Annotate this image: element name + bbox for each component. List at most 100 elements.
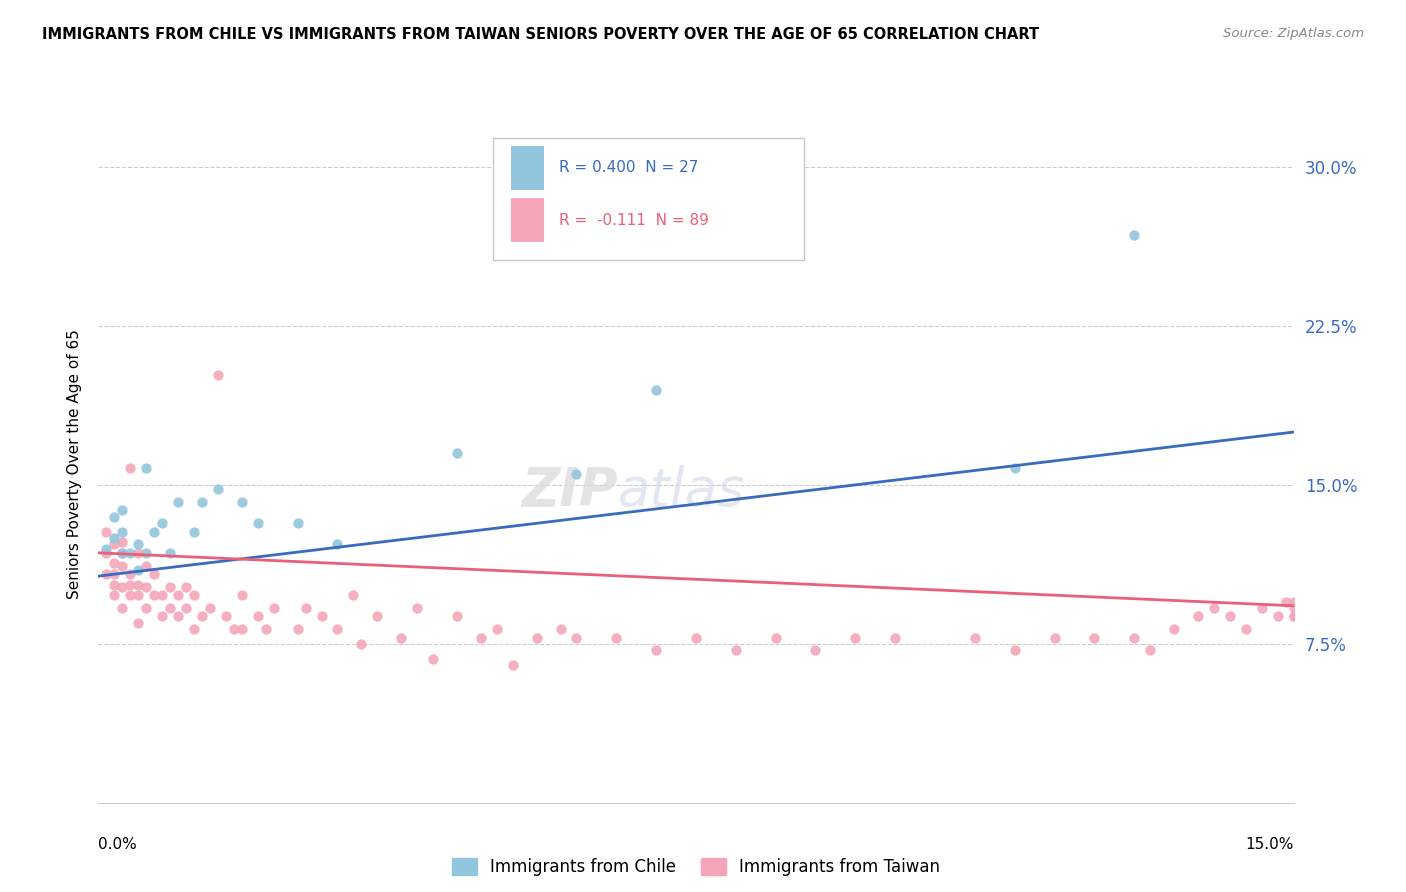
Point (120, 546, 142, 560)
Point (111, 546, 134, 560)
Point (287, 622, 309, 636)
Point (150, 588, 173, 602)
Point (294, 601, 316, 615)
Point (183, 588, 205, 602)
Point (159, 601, 181, 615)
Point (191, 609, 214, 624)
Point (174, 601, 197, 615)
Point (1282, 609, 1305, 624)
Point (1163, 622, 1185, 636)
Point (422, 651, 444, 665)
Point (127, 537, 149, 551)
Point (963, 631, 986, 645)
Y-axis label: Seniors Poverty Over the Age of 65: Seniors Poverty Over the Age of 65 (66, 329, 82, 599)
Point (135, 461, 157, 475)
Point (183, 524, 205, 539)
Point (135, 558, 157, 573)
Point (263, 601, 285, 615)
Point (135, 546, 157, 560)
Point (366, 609, 388, 624)
Text: 15.0%: 15.0% (1246, 837, 1294, 852)
Point (326, 537, 349, 551)
Point (143, 588, 166, 602)
Point (565, 467, 588, 482)
Point (222, 622, 245, 636)
Point (103, 577, 125, 591)
Point (287, 516, 309, 530)
Point (111, 546, 134, 560)
Point (103, 567, 125, 582)
Point (1123, 227, 1146, 242)
Point (605, 631, 627, 645)
Text: ZIP: ZIP (522, 465, 619, 517)
Point (96, 567, 118, 582)
Point (127, 588, 149, 602)
Point (1274, 594, 1296, 608)
Point (96, 546, 118, 560)
Point (167, 495, 190, 509)
Point (485, 622, 508, 636)
Point (526, 631, 548, 645)
Point (844, 631, 866, 645)
Point (231, 495, 253, 509)
Point (103, 537, 125, 551)
Point (1219, 609, 1241, 624)
Point (120, 577, 142, 591)
Point (127, 577, 149, 591)
Point (103, 588, 125, 602)
Point (143, 524, 166, 539)
Point (1282, 594, 1305, 608)
Text: Source: ZipAtlas.com: Source: ZipAtlas.com (1223, 27, 1364, 40)
Point (143, 567, 166, 582)
Point (127, 546, 149, 560)
Point (645, 383, 668, 397)
Point (1043, 631, 1066, 645)
Point (1083, 631, 1105, 645)
Point (342, 588, 364, 602)
Point (765, 631, 787, 645)
Point (103, 557, 125, 571)
Point (254, 622, 277, 636)
Point (1123, 631, 1146, 645)
Point (198, 601, 221, 615)
Point (159, 580, 181, 594)
Point (1187, 609, 1209, 624)
Point (446, 609, 468, 624)
Point (884, 631, 907, 645)
Point (207, 368, 229, 382)
Point (1202, 601, 1225, 615)
Text: atlas: atlas (619, 465, 745, 517)
Point (111, 535, 134, 549)
Point (1004, 461, 1026, 475)
Point (167, 609, 190, 624)
Point (120, 567, 142, 582)
Text: IMMIGRANTS FROM CHILE VS IMMIGRANTS FROM TAIWAN SENIORS POVERTY OVER THE AGE OF : IMMIGRANTS FROM CHILE VS IMMIGRANTS FROM… (42, 27, 1039, 42)
Point (406, 601, 429, 615)
Point (1004, 643, 1026, 657)
Point (1234, 622, 1257, 636)
Point (724, 643, 747, 657)
FancyBboxPatch shape (510, 198, 544, 242)
Point (389, 631, 412, 645)
Point (167, 588, 190, 602)
Point (231, 588, 253, 602)
Legend: Immigrants from Chile, Immigrants from Taiwan: Immigrants from Chile, Immigrants from T… (444, 851, 948, 882)
Point (111, 601, 134, 615)
Point (103, 509, 125, 524)
Text: R = 0.400  N = 27: R = 0.400 N = 27 (558, 161, 697, 175)
Point (120, 588, 142, 602)
Point (183, 622, 205, 636)
Point (120, 461, 142, 475)
Point (246, 609, 269, 624)
Point (207, 482, 229, 496)
Point (111, 503, 134, 517)
Point (96, 541, 118, 556)
Point (135, 580, 157, 594)
Point (470, 631, 492, 645)
Point (804, 643, 827, 657)
Point (103, 531, 125, 545)
Point (1282, 609, 1305, 624)
Point (127, 615, 149, 630)
Point (645, 643, 668, 657)
Point (246, 516, 269, 530)
